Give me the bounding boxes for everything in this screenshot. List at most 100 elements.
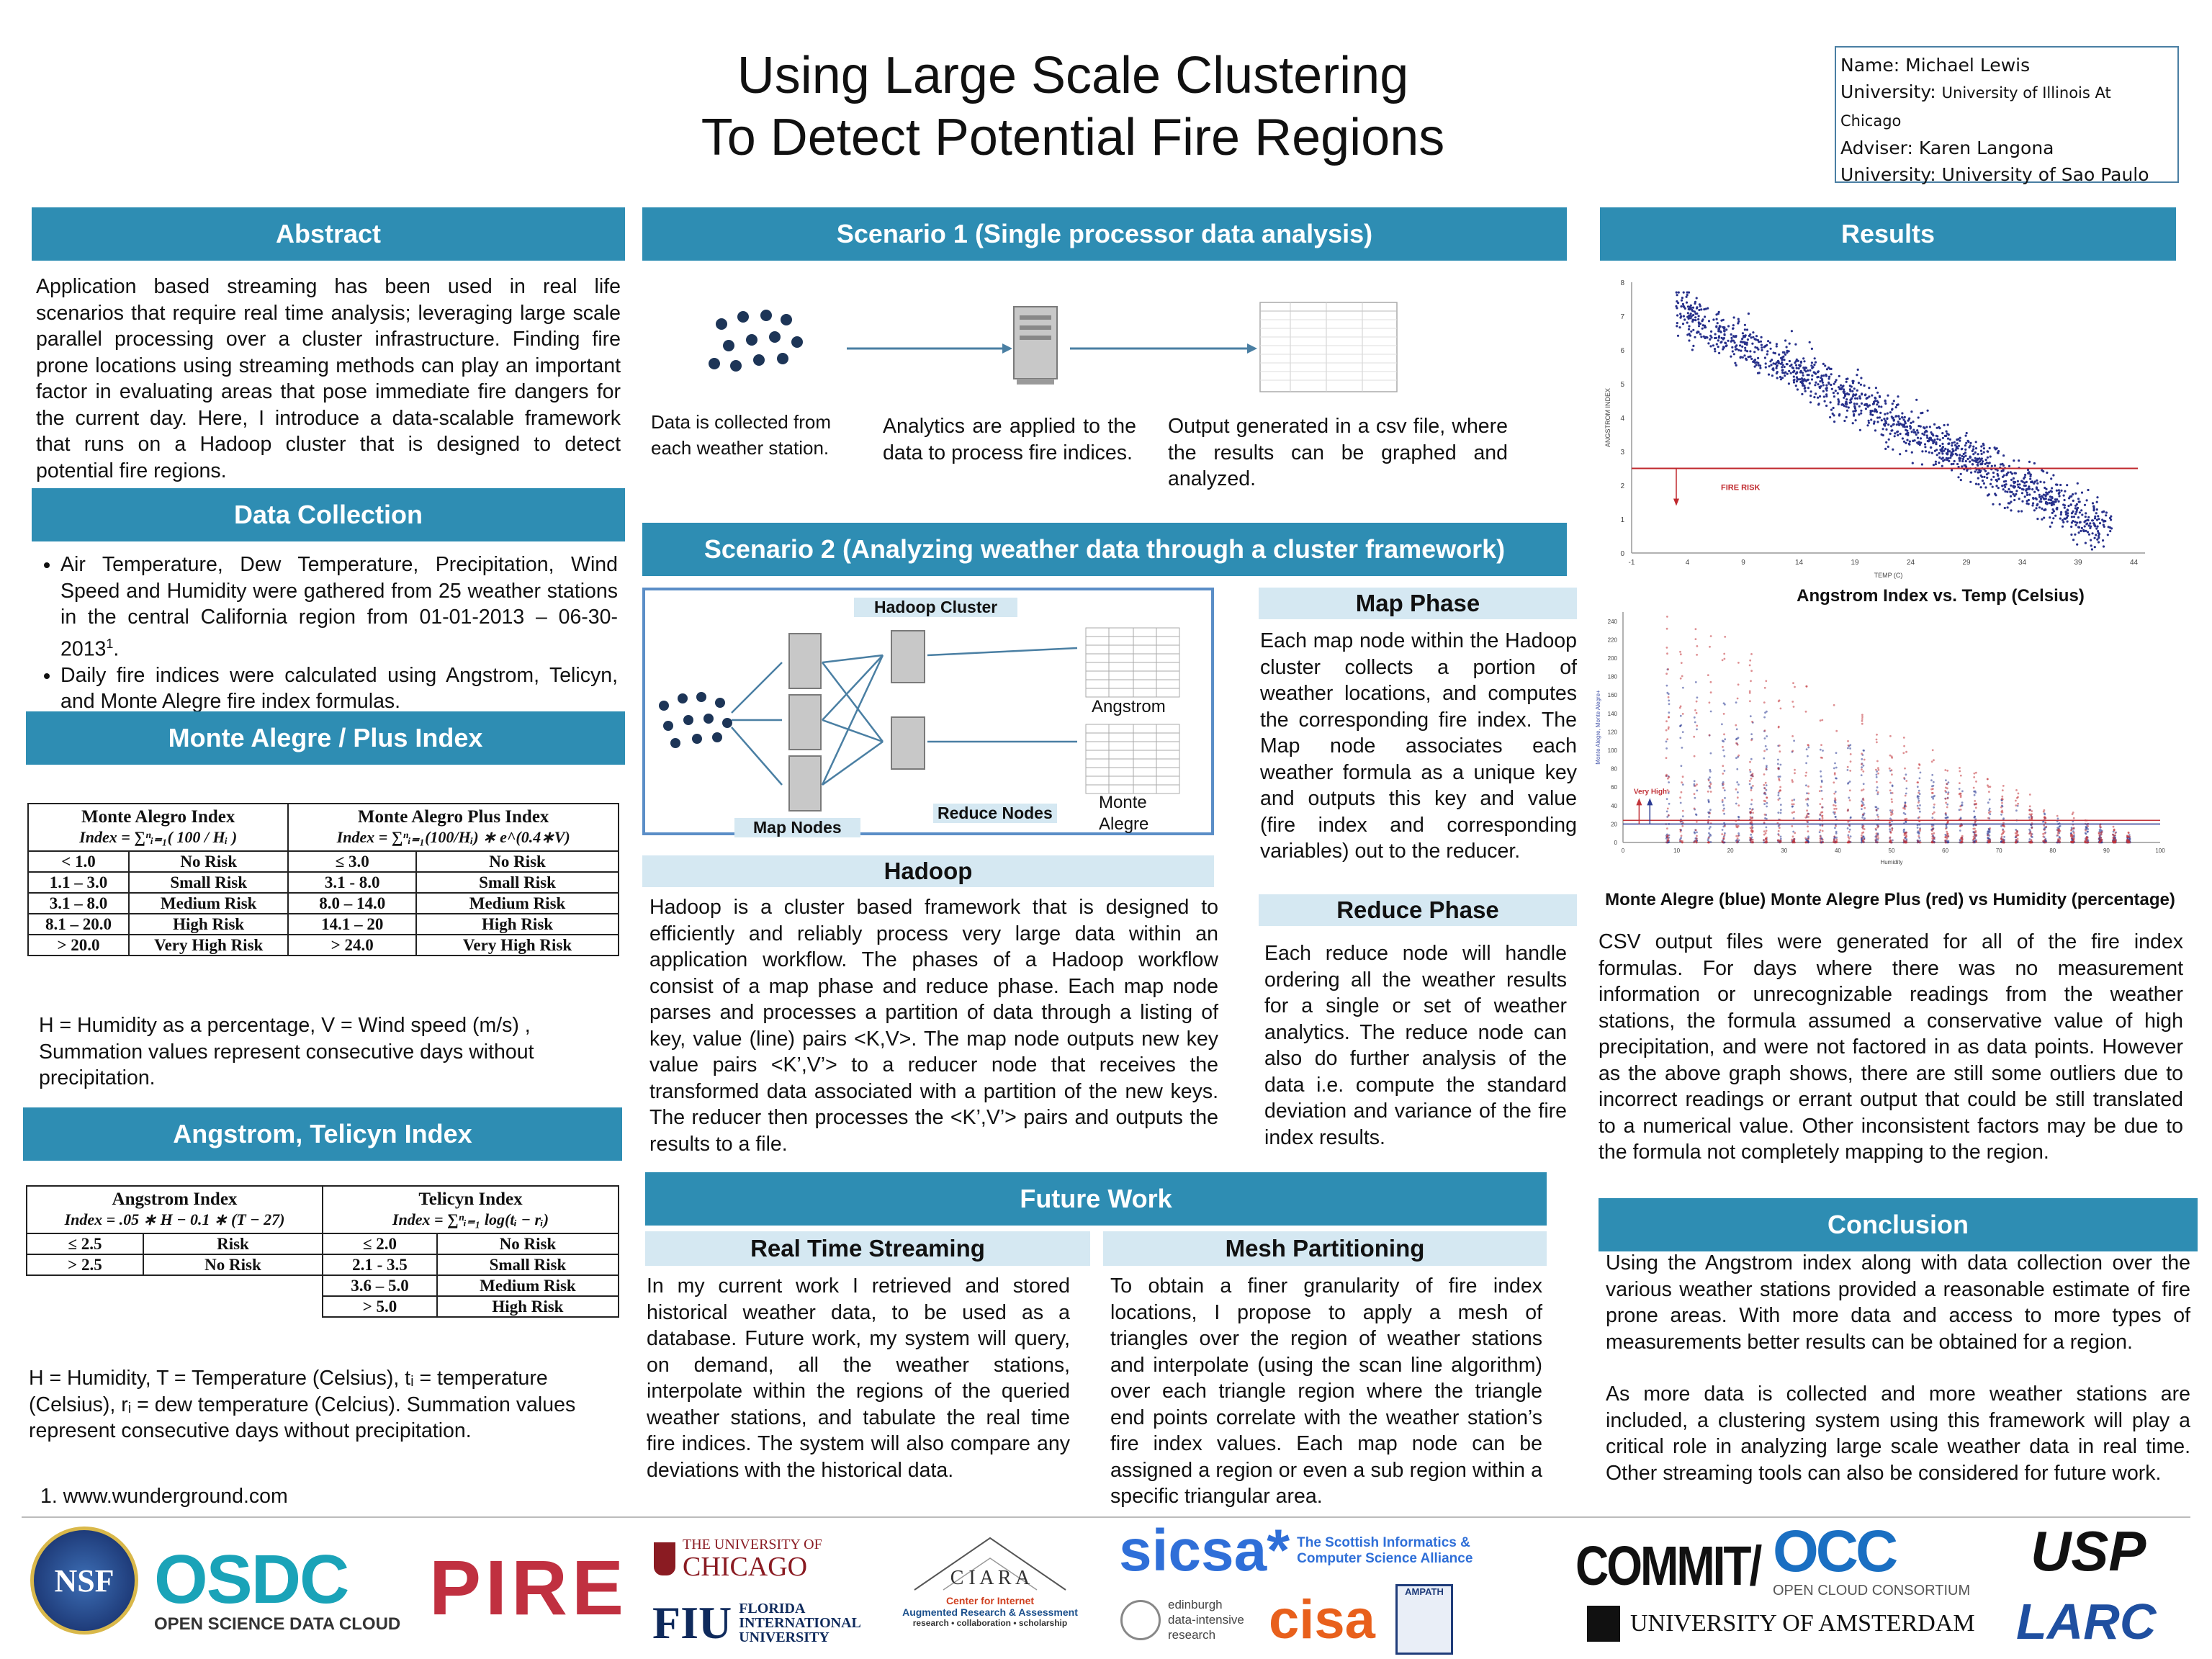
scatter-point — [1917, 781, 1920, 783]
scatter-point — [1709, 809, 1712, 811]
scatter-point — [1938, 462, 1941, 464]
scatter-point — [2113, 838, 2116, 840]
scatter-point — [1834, 799, 1837, 801]
scatter-point — [1830, 373, 1833, 376]
scatter-point — [1666, 738, 1669, 741]
scatter-point — [1877, 837, 1879, 840]
scatter-point — [1794, 385, 1797, 387]
scatter-point — [2000, 469, 2003, 472]
scatter-point — [1778, 840, 1781, 843]
scatter-point — [1804, 390, 1807, 392]
scatter-point — [1770, 364, 1773, 367]
conclusion-text: Using the Angstrom index along with data… — [1606, 1250, 2190, 1486]
scatter-point — [1724, 341, 1727, 344]
scatter-point — [1813, 396, 1816, 399]
scatter-point — [1848, 837, 1851, 840]
scatter-point — [1910, 451, 1913, 454]
scatter-point — [1681, 323, 1685, 325]
scatter-point — [1964, 448, 1967, 451]
scatter-point — [1847, 406, 1850, 409]
abstract-text: Application based streaming has been use… — [36, 275, 621, 482]
scatter-point — [1876, 403, 1879, 406]
scatter-point — [1874, 839, 1877, 841]
scatter-point — [1813, 357, 1816, 360]
scatter-point — [1823, 400, 1826, 403]
scatter-point — [1915, 433, 1917, 436]
scatter-point — [2063, 506, 2066, 509]
scatter-point — [1779, 707, 1782, 710]
scatter-point — [2003, 835, 2005, 838]
scatter-point — [1693, 807, 1696, 810]
scatter-point — [2015, 835, 2018, 837]
scatter-point — [1693, 310, 1696, 313]
scatter-point — [2089, 525, 2092, 528]
scatter-point — [2005, 474, 2008, 477]
scatter-point — [1961, 839, 1964, 841]
scatter-point — [2090, 548, 2093, 551]
scatter-point — [1794, 343, 1797, 346]
scatter-point — [1868, 404, 1871, 407]
scatter-point — [2072, 811, 2074, 814]
scatter-point — [1681, 302, 1684, 305]
scatter-point — [1805, 762, 1807, 765]
scatter-point — [1811, 374, 1814, 377]
scatter-point — [1917, 767, 1920, 770]
scatter-point — [1679, 714, 1682, 717]
osdc-logo: OSDC OPEN SCIENCE DATA CLOUD — [154, 1541, 401, 1635]
scatter-point — [2001, 462, 2004, 465]
scatter-point — [1680, 835, 1683, 837]
scatter-point — [2059, 840, 2062, 843]
scatter-point — [1749, 770, 1752, 773]
scatter-point — [1679, 650, 1681, 653]
scatter-point — [1737, 816, 1740, 819]
scatter-point — [1917, 797, 1920, 800]
usp-logo: USP — [2031, 1519, 2146, 1583]
scatter-point — [2067, 505, 2070, 508]
scatter-point — [1930, 825, 1933, 828]
scatter-point — [1974, 824, 1977, 827]
scatter-point — [1750, 670, 1753, 673]
scatter-point — [2039, 480, 2042, 483]
scatter-point — [1709, 791, 1712, 793]
scatter-point — [1918, 763, 1920, 765]
scatter-point — [1931, 817, 1934, 819]
y-tick-label: 100 — [1608, 747, 1618, 754]
scatter-point — [1694, 829, 1697, 832]
scatter-point — [1820, 811, 1822, 814]
scatter-point — [2072, 493, 2074, 496]
scatter-point — [1795, 364, 1798, 367]
scatter-point — [1849, 390, 1852, 392]
scatter-point — [1688, 317, 1691, 320]
title-line-1: Using Large Scale Clustering — [737, 47, 1409, 104]
scatter-point — [1880, 405, 1883, 408]
scatter-point — [1916, 786, 1919, 788]
monte-alegre-table: Monte Alegro Index Index = ∑ⁿᵢ₌₁( 100 / H… — [27, 803, 619, 956]
scatter-point — [1723, 333, 1726, 336]
scatter-point — [1847, 820, 1849, 823]
series-monte-alegre — [1665, 668, 2131, 844]
scatter-point — [2022, 488, 2025, 491]
scatter-point — [1822, 374, 1825, 377]
scatter-point — [1719, 330, 1722, 333]
scatter-point — [1763, 356, 1766, 359]
scatter-point — [1781, 366, 1784, 369]
scatter-point — [1717, 335, 1721, 338]
scatter-point — [1806, 809, 1808, 812]
scatter-point — [2009, 471, 2012, 474]
scatter-point — [2070, 841, 2072, 843]
scatter-point — [1764, 832, 1767, 835]
scatter-point — [1862, 770, 1865, 773]
scatter-point — [1814, 384, 1817, 387]
scatter-point — [1853, 414, 1856, 417]
scatter-point — [1712, 344, 1714, 347]
scatter-point — [2084, 541, 2087, 544]
scatter-point — [1667, 727, 1670, 730]
scatter-point — [1890, 769, 1893, 772]
scatter-point — [1965, 431, 1968, 435]
scatter-point — [1976, 457, 1979, 460]
scatter-point — [1957, 476, 1960, 479]
scatter-point — [1986, 778, 1989, 781]
scatter-point — [1875, 841, 1877, 843]
scatter-point — [1722, 346, 1725, 349]
scatter-point — [1701, 320, 1704, 323]
